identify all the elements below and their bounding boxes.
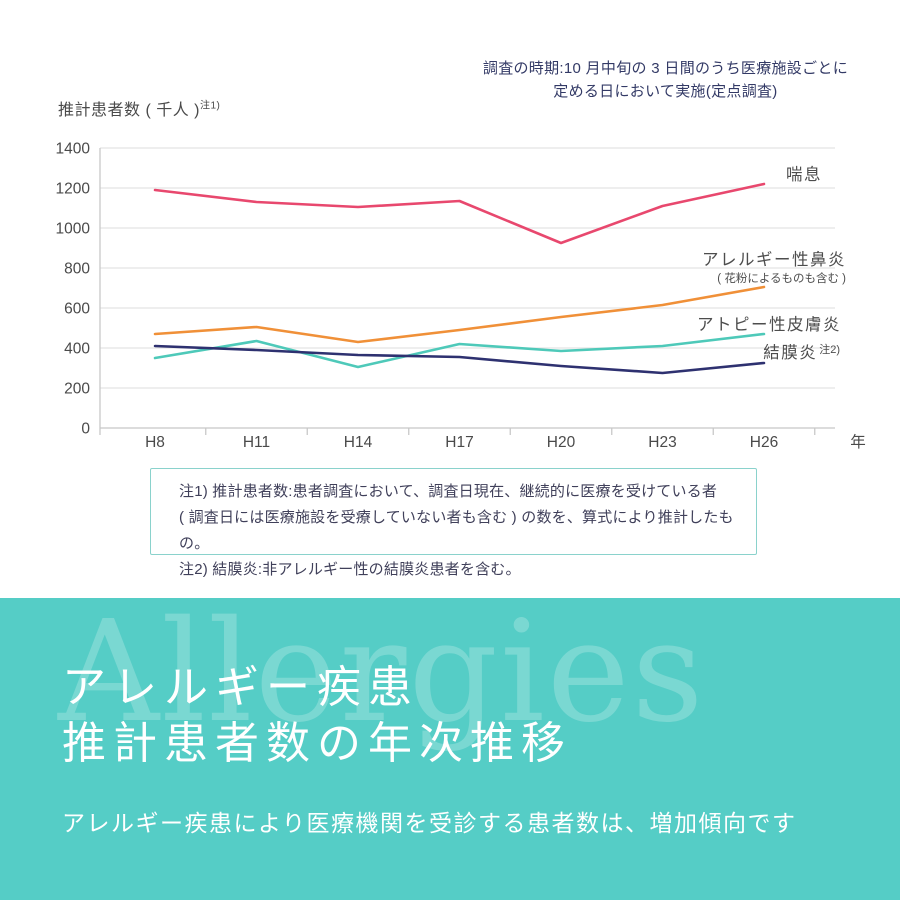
survey-period-note-line2: 定める日において実施(定点調査) [553, 83, 778, 100]
series-label-allergic-rhinitis: アレルギー性鼻炎 [702, 250, 846, 269]
footer-title: アレルギー疾患 推計患者数の年次推移 [62, 660, 572, 772]
y-axis-title-note-ref: 注1) [200, 100, 221, 112]
x-tick-label-H20: H20 [547, 434, 576, 451]
x-tick-label-H14: H14 [344, 434, 373, 451]
survey-period-note-line1: 調査の時期:10 月中旬の 3 日間のうち医療施設ごとに [482, 60, 848, 77]
series-label-asthma: 喘息 [786, 165, 822, 184]
watermark-text: Allergies [58, 591, 706, 754]
y-tick-label-1000: 1000 [56, 221, 91, 238]
x-tick-label-H26: H26 [750, 434, 778, 451]
series-label-conjunctivitis: 結膜炎 注2) [763, 342, 840, 362]
y-tick-label-800: 800 [64, 261, 90, 278]
series-line-atopic-dermatitis [153, 332, 766, 369]
series-line-conjunctivitis [153, 344, 766, 375]
footnote-1-line2: ( 調査日には医療施設を受療していない者も含む ) の数を、算式により推計したも… [179, 509, 734, 552]
footer-subtitle: アレルギー疾患により医療機関を受診する患者数は、増加傾向です [62, 811, 797, 837]
footnotes-box: 注1) 推計患者数:患者調査において、調査日現在、継続的に医療を受けている者 (… [150, 468, 757, 578]
series-line-asthma [153, 182, 766, 245]
y-tick-label-200: 200 [64, 381, 90, 398]
series-sublabel-allergic-rhinitis: ( 花粉によるものも含む ) [717, 271, 846, 285]
survey-period-note: 調査の時期:10 月中旬の 3 日間のうち医療施設ごとに 定める日において実施(… [483, 57, 848, 103]
series-label-atopic-dermatitis: アトピー性皮膚炎 [697, 315, 841, 334]
y-tick-label-400: 400 [64, 341, 90, 358]
y-tick-label-1200: 1200 [56, 181, 91, 198]
line-chart: 0 200 400 600 800 1000 1200 1400 H8 H11 H14 H17 H20 H… [56, 141, 866, 452]
x-tick-label-H11: H11 [243, 434, 270, 451]
x-axis-unit-label: 年 [850, 433, 866, 451]
series-line-allergic-rhinitis [153, 285, 766, 344]
series-label-note-ref-conjunctivitis: 注2) [819, 342, 840, 356]
y-tick-label-0: 0 [81, 421, 90, 438]
y-axis-title-text: 推計患者数 ( 千人 ) [58, 102, 200, 119]
footnote-2: 注2) 結膜炎:非アレルギー性の結膜炎患者を含む。 [179, 561, 521, 578]
footer-title-line1: アレルギー疾患 [62, 662, 419, 713]
x-tick-label-H23: H23 [648, 434, 676, 451]
y-tick-label-1400: 1400 [56, 141, 91, 158]
x-tick-label-H8: H8 [145, 434, 165, 451]
footer-title-line2: 推計患者数の年次推移 [62, 718, 572, 769]
footnote-1-line1: 注1) 推計患者数:患者調査において、調査日現在、継続的に医療を受けている者 [179, 483, 718, 500]
y-axis-title: 推計患者数 ( 千人 )注1) [58, 96, 220, 120]
footer-band: Allergies アレルギー疾患 推計患者数の年次推移 アレルギー疾患により医… [0, 598, 900, 900]
x-tick-label-H17: H17 [445, 434, 473, 451]
y-tick-label-600: 600 [64, 301, 90, 318]
